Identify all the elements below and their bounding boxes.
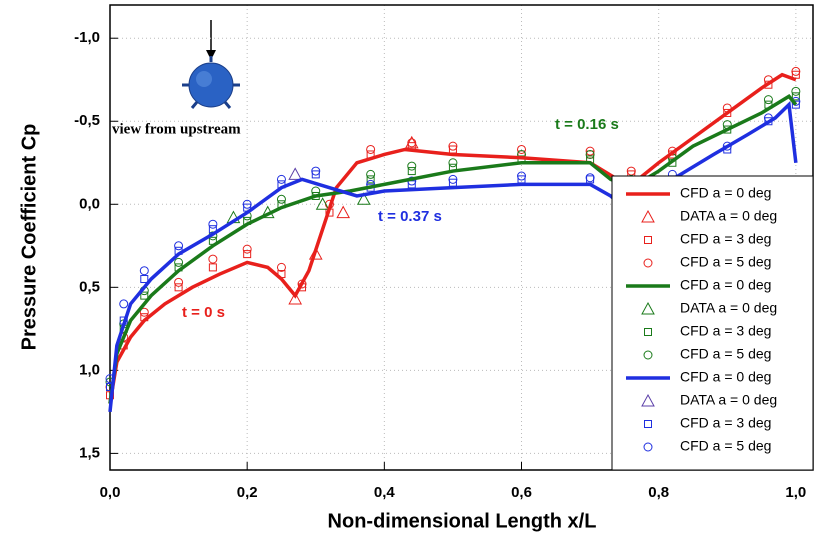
triangle-marker — [641, 209, 655, 223]
square-marker — [243, 250, 252, 259]
circle-marker — [643, 442, 653, 452]
y-axis-label: Pressure Coefficient Cp — [18, 124, 40, 351]
series-line — [108, 94, 798, 404]
legend-label: CFD a = 0 deg — [680, 369, 771, 385]
circle-marker — [242, 244, 252, 254]
legend-label: DATA a = 0 deg — [680, 300, 777, 316]
triangle-marker — [641, 301, 655, 315]
square-marker — [407, 167, 416, 176]
triangle-marker — [288, 291, 303, 305]
x-tick-label: 0,0 — [100, 484, 121, 501]
circle-marker — [276, 194, 286, 204]
circle-marker — [174, 241, 184, 251]
square-marker — [366, 175, 375, 184]
legend-label: CFD a = 0 deg — [680, 277, 771, 293]
circle-marker — [119, 299, 129, 309]
circle-marker — [517, 144, 527, 154]
sphere-icon — [182, 20, 240, 109]
series-line — [108, 100, 798, 413]
x-tick-label: 0,4 — [374, 484, 396, 501]
circle-marker — [643, 258, 653, 268]
circle-marker — [366, 144, 376, 154]
legend-label: CFD a = 3 deg — [680, 231, 771, 247]
legend-label: DATA a = 0 deg — [680, 208, 777, 224]
circle-marker — [139, 307, 149, 317]
series-line — [108, 72, 797, 404]
circle-marker — [366, 169, 376, 179]
x-tick-label: 1,0 — [785, 484, 806, 501]
square-marker — [644, 420, 652, 428]
triangle-marker — [336, 205, 351, 219]
square-marker — [791, 100, 800, 109]
triangle-marker — [288, 167, 303, 180]
triangle-marker — [315, 197, 330, 210]
legend-label: DATA a = 0 deg — [680, 392, 777, 408]
circle-marker — [174, 277, 184, 287]
x-tick-label: 0,6 — [511, 484, 532, 501]
circle-marker — [585, 149, 595, 159]
circle-marker — [311, 186, 321, 196]
annotation: view from upstream — [112, 121, 241, 137]
legend-label: CFD a = 0 deg — [680, 185, 771, 201]
annotation: t = 0.37 s — [378, 208, 442, 225]
circle-marker — [208, 219, 218, 229]
y-tick-label: -0,5 — [74, 112, 100, 129]
circle-marker — [276, 174, 286, 184]
y-tick-label: 0,5 — [79, 278, 100, 295]
x-axis-label: Non-dimensional Length x/L — [328, 510, 597, 532]
y-tick-label: 0,0 — [79, 195, 100, 212]
square-marker — [407, 180, 416, 189]
square-marker — [644, 236, 652, 244]
y-tick-label: 1,0 — [79, 361, 100, 378]
circle-marker — [585, 173, 595, 183]
legend-label: CFD a = 5 deg — [680, 254, 771, 270]
circle-marker — [448, 158, 458, 168]
square-marker — [208, 263, 217, 272]
square-marker — [311, 170, 320, 179]
legend: CFD a = 0 deg DATA a = 0 deg CFD a = 3 deg… — [611, 175, 814, 471]
square-marker — [140, 291, 149, 300]
circle-marker — [208, 254, 218, 264]
triangle-marker — [641, 393, 655, 407]
legend-label: CFD a = 5 deg — [680, 346, 771, 362]
circle-marker — [791, 86, 801, 96]
circle-marker — [763, 95, 773, 105]
circle-marker — [139, 266, 149, 276]
circle-marker — [174, 257, 184, 267]
circle-marker — [643, 350, 653, 360]
square-marker — [140, 275, 149, 284]
triangle-marker — [404, 135, 419, 149]
square-marker — [723, 108, 732, 117]
square-marker — [174, 283, 183, 292]
annotation: t = 0.16 s — [555, 116, 619, 133]
legend-label: CFD a = 5 deg — [680, 438, 771, 454]
square-marker — [644, 328, 652, 336]
annotation: t = 0 s — [182, 304, 225, 321]
triangle-marker — [356, 192, 371, 205]
square-marker — [791, 92, 800, 101]
x-tick-label: 0,8 — [648, 484, 669, 501]
circle-marker — [407, 161, 417, 171]
legend-label: CFD a = 3 deg — [680, 323, 771, 339]
circle-marker — [276, 262, 286, 272]
y-tick-label: -1,0 — [74, 29, 100, 46]
x-tick-label: 0,2 — [237, 484, 258, 501]
legend-label: CFD a = 3 deg — [680, 415, 771, 431]
y-tick-label: 1,5 — [79, 444, 100, 461]
